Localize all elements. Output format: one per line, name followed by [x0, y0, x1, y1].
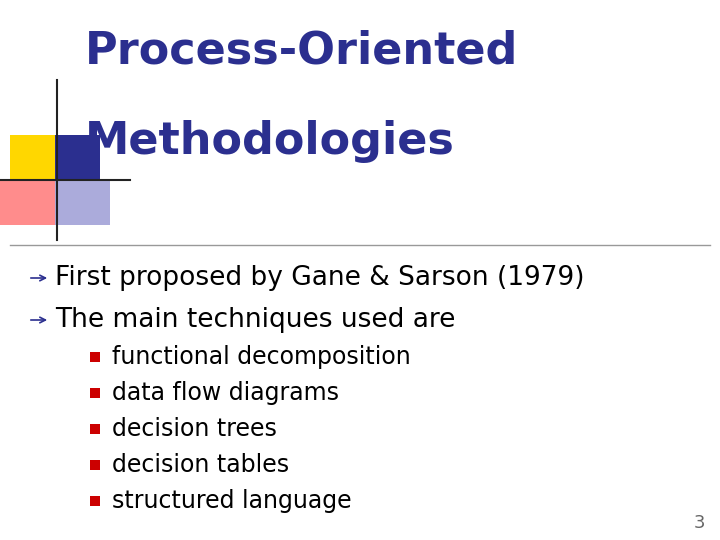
Text: Methodologies: Methodologies [85, 120, 455, 163]
Text: data flow diagrams: data flow diagrams [112, 381, 339, 405]
Text: Process-Oriented: Process-Oriented [85, 30, 518, 73]
Text: 3: 3 [693, 514, 705, 532]
Bar [90, 424, 100, 434]
Text: decision tables: decision tables [112, 453, 289, 477]
Bar [55, 135, 100, 180]
Bar [90, 496, 100, 506]
Text: decision trees: decision trees [112, 417, 277, 441]
Text: The main techniques used are: The main techniques used are [55, 307, 455, 333]
Bar [10, 135, 55, 180]
Bar [55, 180, 110, 225]
Bar [90, 388, 100, 398]
Text: structured language: structured language [112, 489, 351, 513]
Bar [0, 180, 55, 225]
Bar [90, 460, 100, 470]
Bar [90, 352, 100, 362]
Text: First proposed by Gane & Sarson (1979): First proposed by Gane & Sarson (1979) [55, 265, 585, 291]
Text: functional decomposition: functional decomposition [112, 345, 410, 369]
